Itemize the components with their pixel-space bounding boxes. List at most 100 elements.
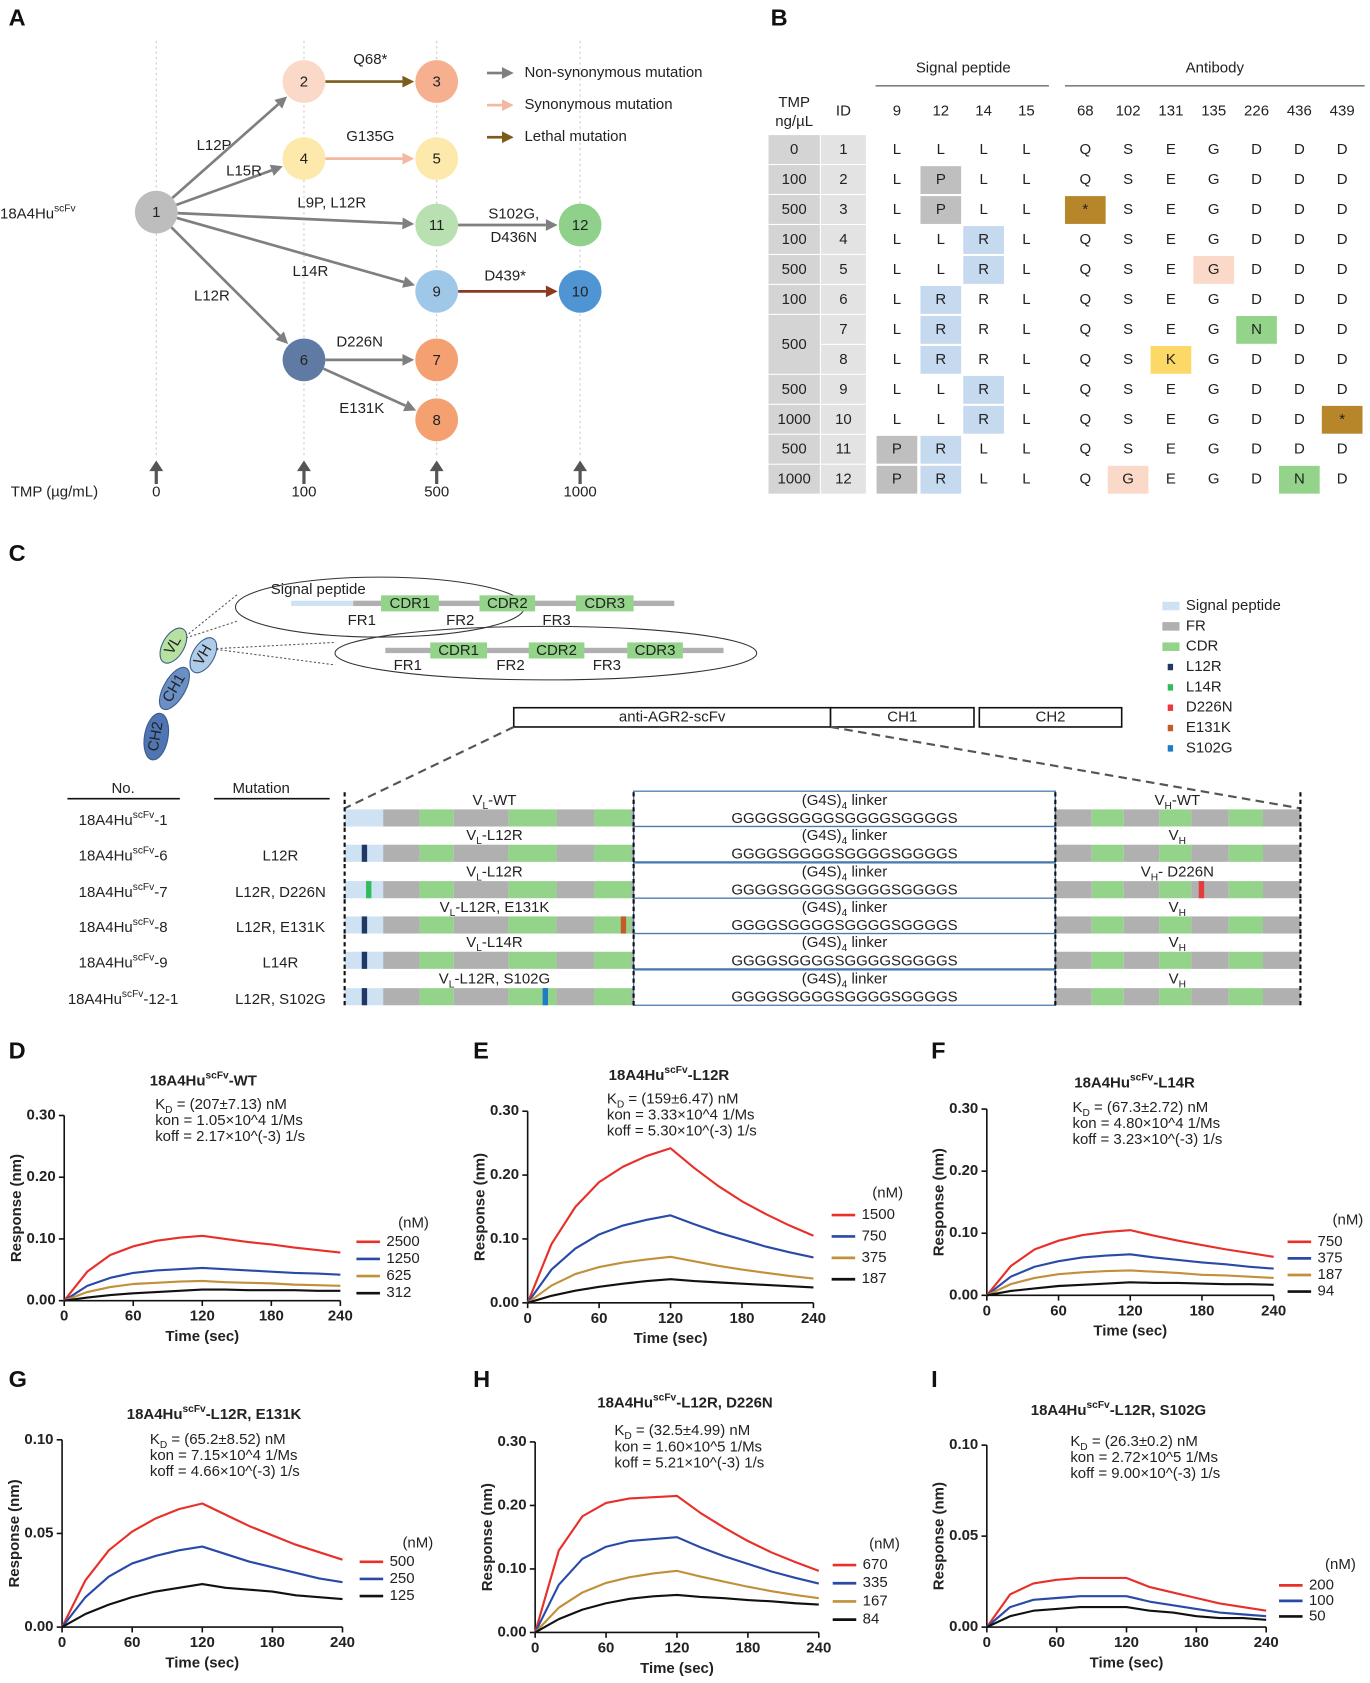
residue: Q [1079,351,1091,368]
residue: L [979,141,987,158]
residue: P [936,171,946,188]
linker-sequence: GGGGSGGGGSGGGGSGGGGS [731,989,957,1006]
domain [189,637,218,674]
residue: R [935,351,946,368]
tmp-cell [768,254,820,284]
node-label: 11 [429,217,445,234]
kd-text-part: D [1080,1442,1087,1453]
row-id: 4 [839,231,847,248]
legend-label: 187 [1318,1266,1343,1283]
edge-arrow [170,226,281,337]
vl-label-part: V [440,899,450,916]
zoom-line [830,725,1301,810]
cdr-label: CDR3 [584,595,625,612]
koff-text: koff = 9.00×10^(-3) 1/s [1070,1465,1220,1482]
row-id: 2 [839,171,847,188]
mutation-label: L12R, S102G [235,991,326,1008]
kon-text: kon = 1.05×10^4 1/Ms [155,1112,303,1129]
chart-title: 18A4HuscFv-WT [150,1070,257,1089]
legend-title: (nM) [872,1185,903,1202]
construct-segment [1123,951,1160,969]
residue: R [935,291,946,308]
construct-segment [1055,988,1092,1006]
residue: D [1251,201,1262,218]
node [558,203,602,247]
residue-highlight [920,286,962,314]
construct-segment [1191,951,1229,969]
construct-segment [453,881,509,899]
construct-segment [1262,988,1301,1006]
legend-label: 1250 [386,1250,419,1267]
linker-box [632,790,1056,828]
construct-segment [556,988,595,1006]
fr-label: FR2 [446,612,474,629]
x-tick-label: 240 [330,1634,355,1651]
cdr-box [430,642,487,659]
mutation-label: L12R, E131K [236,919,325,936]
construct-segment [556,951,595,969]
residue: K [1166,351,1176,368]
residue: Q [1079,141,1091,158]
residue: Q [1079,441,1091,458]
y-tick-label: 0.05 [949,1527,978,1544]
tmp-arrow [429,460,444,485]
x-tick-label: 180 [1189,1302,1214,1319]
koff-text: koff = 2.17×10^(-3) 1/s [155,1128,305,1145]
construct-segment [1159,951,1192,969]
chart-title-part: 18A4Hu [1031,1402,1087,1419]
legend-label: 375 [1318,1249,1343,1266]
panel-letter: D [9,1038,26,1064]
construct-segment [1228,844,1263,862]
construct-segment [1123,881,1160,899]
mutation-label: L14R [263,954,299,971]
cdr-label: CDR2 [487,595,528,612]
residue: D [1337,141,1348,158]
id-cell [820,254,866,284]
row-id: 10 [835,411,852,428]
y-axis-label: Response (nm) [931,1482,948,1590]
construct-name-part: 18A4Hu [79,847,133,864]
legend-label: 50 [1309,1607,1326,1624]
y-tick-label: 0.10 [949,1224,978,1241]
row-id: 5 [839,261,847,278]
legend-label: L12R [1186,658,1222,675]
legend-arrow-head [501,99,514,112]
tmp-value: 100 [782,171,807,188]
residue: D [1294,441,1305,458]
node-label: 7 [433,352,441,369]
residue: L [1022,321,1030,338]
row-id: 12 [835,471,852,488]
x-tick-label: 60 [1048,1634,1065,1651]
construct-name-part: -8 [154,919,167,936]
id-cell [820,195,866,224]
mutation-marker [366,881,372,899]
y-axis-label: Response (nm) [479,1483,496,1591]
construct-segment [419,951,454,969]
construct-segment [1055,881,1092,899]
kon-text: kon = 3.33×10^4 1/Ms [607,1106,755,1123]
construct-segment [1159,844,1192,862]
construct-name-part: scFv [122,989,144,1000]
kon-text: kon = 7.15×10^4 1/Ms [150,1447,298,1464]
koff-text: koff = 5.21×10^(-3) 1/s [614,1454,764,1471]
construct-segment [419,988,454,1006]
vl-label-part: L [476,836,482,847]
residue: L [979,471,987,488]
y-tick-label: 0.30 [497,1433,526,1450]
node-label: 5 [433,151,441,168]
construct-segment [1091,844,1124,862]
residue-highlight [920,435,962,464]
column-header: 439 [1330,103,1355,120]
vl-label-part: -L12R, S102G [454,971,550,988]
tmp-arrow [573,460,588,485]
kd-text-part: K [1070,1433,1080,1450]
chart-title-part: -L14R [1153,1074,1195,1091]
kd-text-part: K [614,1422,624,1439]
legend-label: CDR [1186,638,1219,655]
node [282,137,326,181]
zoom-line [181,593,238,640]
domain-label: CH2 [145,720,167,752]
residue: L [937,261,945,278]
mutation-marker [542,988,548,1006]
residue: D [1251,291,1262,308]
